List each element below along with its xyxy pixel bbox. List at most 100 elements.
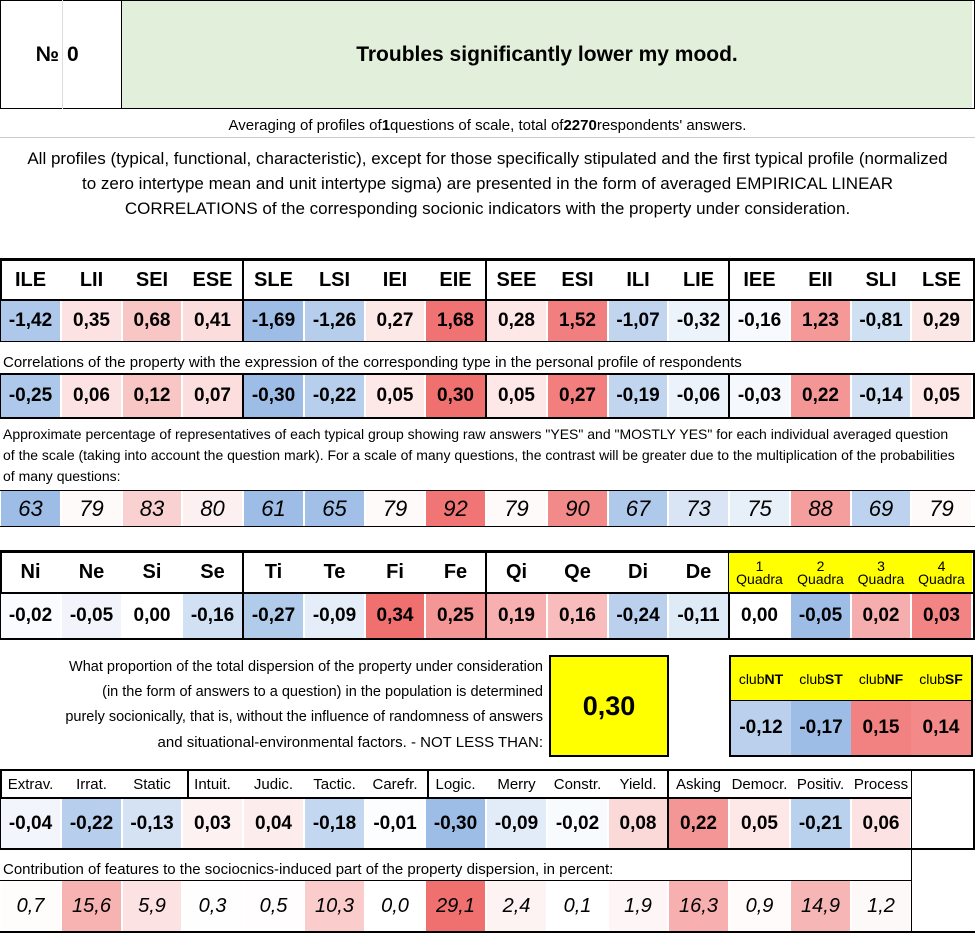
type-percent-eie: 92 [426, 491, 485, 526]
type-percent-iee: 75 [730, 491, 789, 526]
type-profile-sle: -1,69 [244, 301, 303, 341]
type-percent-iei: 79 [366, 491, 424, 526]
trait-value-process: 0,06 [852, 799, 910, 848]
type-correlation-lsi: -0,22 [305, 375, 364, 417]
trait-label-merry: Merry [497, 775, 536, 793]
description-text: All profiles (typical, functional, chara… [27, 149, 948, 218]
function-value-de: -0,11 [669, 594, 728, 638]
quadra-value-1: 0,00 [730, 594, 789, 638]
type-label-esi: ESI [561, 268, 594, 291]
quadra-label-4: 4 Quadra [911, 553, 972, 592]
type-percent-lse: 79 [912, 491, 971, 526]
type-percent-eii: 88 [791, 491, 850, 526]
club-value-nt: -0,12 [731, 701, 791, 755]
type-correlation-esi: 0,27 [548, 375, 607, 417]
quadra-value-2: -0,05 [791, 594, 850, 638]
type-label-sei: SEI [135, 268, 169, 291]
type-label-iei: IEI [382, 268, 408, 291]
type-label-eii: EII [808, 268, 833, 291]
function-value-di: -0,24 [609, 594, 667, 638]
function-label-de: De [685, 561, 712, 583]
type-correlation-iee: -0,03 [730, 375, 789, 417]
trait-contribution-process: 1,2 [852, 881, 910, 931]
correlations-note: Correlations of the property with the ex… [3, 353, 742, 371]
type-percent-lie: 73 [669, 491, 728, 526]
trait-label-carefr: Carefr. [372, 775, 418, 793]
type-profile-iee: -0,16 [730, 301, 789, 341]
trait-contribution-extrav: 0,7 [1, 881, 60, 931]
type-label-ili: ILI [626, 268, 650, 291]
type-percent-see: 79 [487, 491, 546, 526]
type-profile-lse: 0,29 [912, 301, 971, 341]
type-profile-lsi: -1,26 [305, 301, 364, 341]
type-label-lii: LII [79, 268, 104, 291]
type-label-eie: EIE [439, 268, 472, 291]
trait-contribution-logic: 29,1 [426, 881, 485, 931]
type-percent-sei: 83 [123, 491, 181, 526]
trait-contribution-yield: 1,9 [609, 881, 667, 931]
quadra-label-3: 3 Quadra [851, 553, 911, 592]
function-label-di: Di [628, 561, 648, 583]
trait-value-logic: -0,30 [426, 799, 485, 848]
trait-contribution-positiv: 14,9 [791, 881, 850, 931]
quadra-value-4: 0,03 [912, 594, 971, 638]
trait-contribution-judic: 0,5 [244, 881, 303, 931]
type-correlation-see: 0,05 [487, 375, 546, 417]
trait-label-extrav: Extrav. [7, 775, 54, 793]
function-label-fi: Fi [386, 561, 404, 583]
type-percent-ile: 63 [1, 491, 60, 526]
type-percent-sli: 69 [852, 491, 910, 526]
type-correlation-lse: 0,05 [912, 375, 971, 417]
type-profile-ili: -1,07 [609, 301, 667, 341]
type-label-ese: ESE [192, 268, 233, 291]
function-label-se: Se [200, 561, 225, 583]
function-label-fe: Fe [443, 561, 468, 583]
trait-value-extrav: -0,04 [1, 799, 60, 848]
type-percent-esi: 90 [548, 491, 607, 526]
type-correlation-iei: 0,05 [366, 375, 424, 417]
proportion-text: What proportion of the total dispersion … [65, 659, 543, 751]
function-value-ti: -0,27 [244, 594, 303, 638]
trait-value-intuit: 0,03 [183, 799, 242, 848]
club-label-nt: club NT [731, 657, 791, 700]
type-label-iee: IEE [743, 268, 776, 291]
club-label-st: club ST [791, 657, 851, 700]
club-value-sf: 0,14 [911, 701, 971, 755]
type-correlation-ile: -0,25 [1, 375, 60, 417]
club-label-sf: club SF [911, 657, 971, 700]
trait-value-merry: -0,09 [487, 799, 546, 848]
type-label-lie: LIE [682, 268, 715, 291]
type-label-ile: ILE [14, 268, 47, 291]
trait-label-positiv: Positiv. [796, 775, 845, 793]
type-label-lse: LSE [922, 268, 961, 291]
type-profile-lii: 0,35 [62, 301, 121, 341]
type-correlation-lie: -0,06 [669, 375, 728, 417]
type-correlation-lii: 0,06 [62, 375, 121, 417]
type-correlation-sle: -0,30 [244, 375, 303, 417]
type-profile-ese: 0,41 [183, 301, 242, 341]
function-value-se: -0,16 [183, 594, 242, 638]
function-label-ni: Ni [20, 561, 41, 583]
type-profile-ile: -1,42 [1, 301, 60, 341]
trait-label-logic: Logic. [435, 775, 476, 793]
type-label-see: SEE [496, 268, 537, 291]
number-value: 0 [62, 0, 122, 109]
trait-value-tactic: -0,18 [305, 799, 364, 848]
trait-value-yield: 0,08 [609, 799, 667, 848]
type-profile-iei: 0,27 [366, 301, 424, 341]
function-label-qe: Qe [564, 561, 591, 583]
trait-label-asking: Asking [675, 775, 722, 793]
trait-contribution-carefr: 0,0 [366, 881, 424, 931]
function-value-fe: 0,25 [426, 594, 485, 638]
type-correlation-sei: 0,12 [123, 375, 181, 417]
trait-contribution-intuit: 0,3 [183, 881, 242, 931]
function-label-te: Te [323, 561, 346, 583]
trait-value-static: -0,13 [123, 799, 181, 848]
type-profile-see: 0,28 [487, 301, 546, 341]
trait-contribution-tactic: 10,3 [305, 881, 364, 931]
function-value-ne: -0,05 [62, 594, 121, 638]
type-profile-eie: 1,68 [426, 301, 485, 341]
trait-label-intuit: Intuit. [194, 775, 231, 793]
trait-label-static: Static [133, 775, 171, 793]
trait-contribution-democr: 0,9 [730, 881, 789, 931]
